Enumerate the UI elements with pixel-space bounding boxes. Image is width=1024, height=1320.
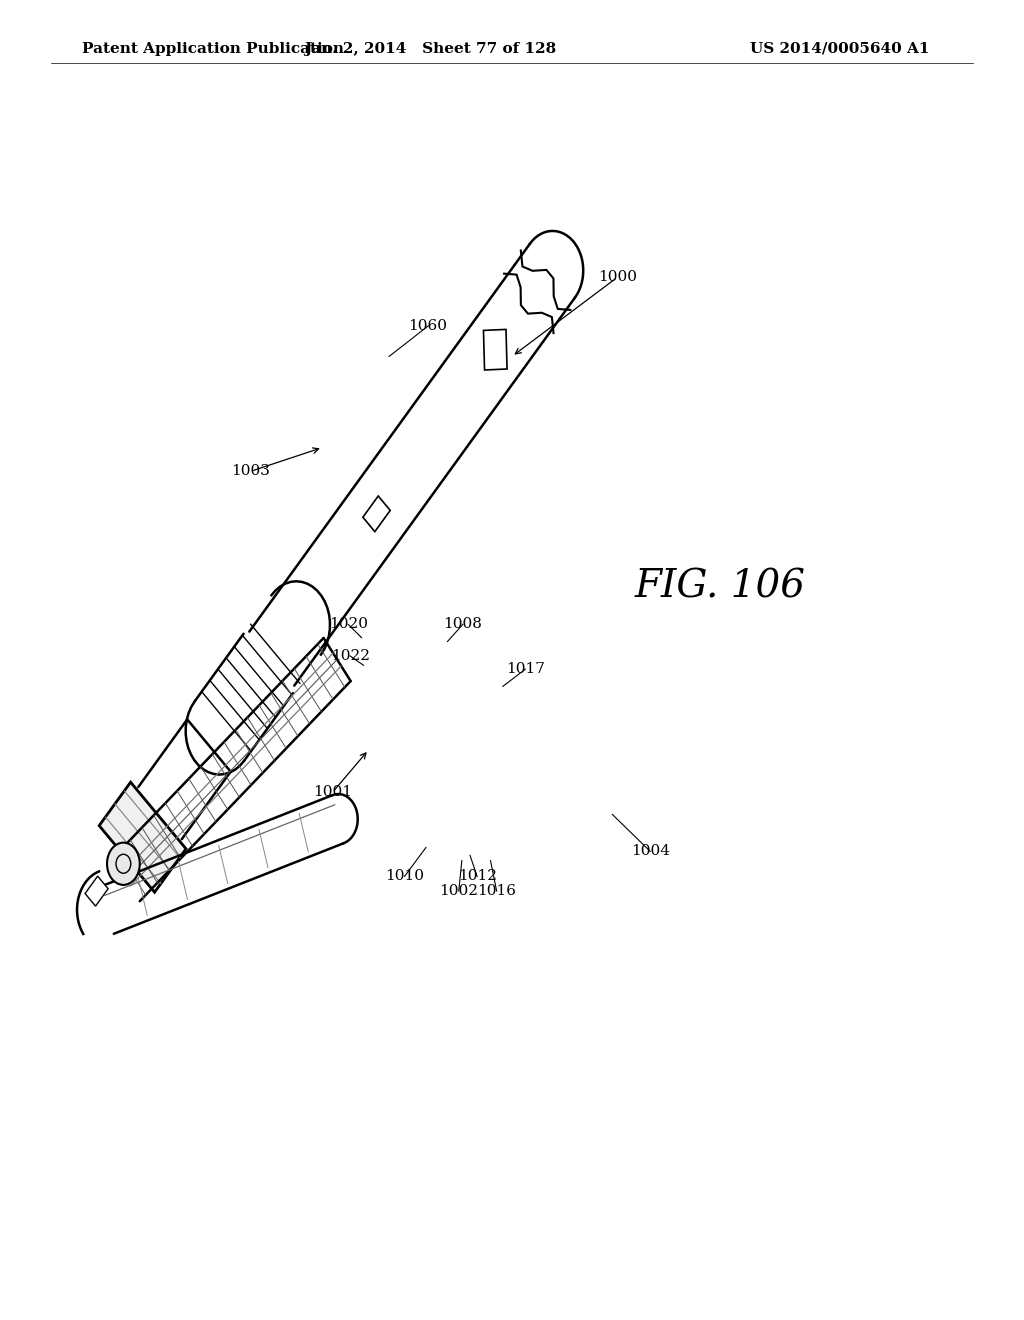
Text: 1012: 1012	[458, 870, 497, 883]
Text: Patent Application Publication: Patent Application Publication	[82, 42, 344, 55]
Polygon shape	[85, 876, 109, 906]
Text: 1022: 1022	[331, 649, 370, 663]
Text: 1001: 1001	[313, 785, 352, 799]
Text: 1017: 1017	[506, 663, 545, 676]
Text: Jan. 2, 2014   Sheet 77 of 128: Jan. 2, 2014 Sheet 77 of 128	[304, 42, 556, 55]
Text: 1003: 1003	[231, 465, 270, 478]
Text: 1000: 1000	[598, 271, 637, 284]
Text: 1020: 1020	[329, 618, 368, 631]
Text: 1004: 1004	[631, 845, 670, 858]
Text: FIG. 106: FIG. 106	[635, 569, 806, 606]
Circle shape	[106, 842, 139, 884]
Text: 1060: 1060	[409, 319, 447, 333]
Text: 1008: 1008	[443, 618, 482, 631]
Polygon shape	[483, 330, 507, 370]
Text: 1016: 1016	[477, 884, 516, 898]
Polygon shape	[362, 496, 390, 532]
Text: 1002: 1002	[439, 884, 478, 898]
Text: 1010: 1010	[385, 870, 424, 883]
Polygon shape	[99, 783, 186, 892]
Text: US 2014/0005640 A1: US 2014/0005640 A1	[750, 42, 930, 55]
